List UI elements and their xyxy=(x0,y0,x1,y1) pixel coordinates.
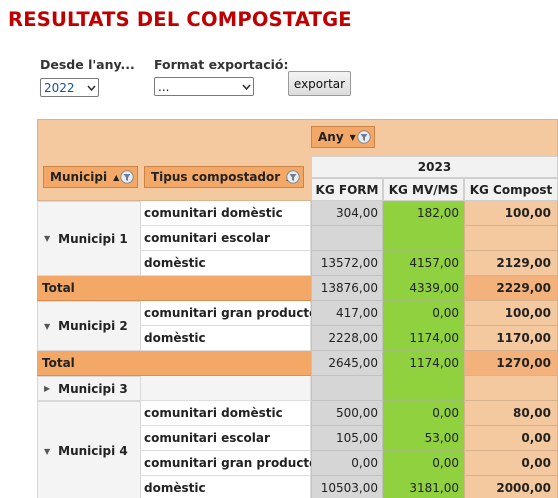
pivot-table: Any ▼ Municipi ▲ Tipus compostador ▲ 202… xyxy=(37,119,558,498)
kg-mv-total: 4339,00 xyxy=(383,276,464,301)
year-select-value: 2022 xyxy=(44,80,75,95)
table-row: domèstic 13572,00 4157,00 2129,00 xyxy=(37,251,558,276)
page-title: RESULTATS DEL COMPOSTATGE xyxy=(8,8,352,31)
kg-compost-cell: 0,00 xyxy=(464,451,558,476)
sort-asc-icon[interactable]: ▲ xyxy=(113,172,120,182)
table-row xyxy=(37,376,558,401)
row-field-municipi[interactable]: Municipi ▲ xyxy=(43,166,138,188)
tipus-cell: domèstic xyxy=(141,326,311,351)
filter-icon[interactable] xyxy=(286,170,300,187)
tipus-cell: domèstic xyxy=(141,476,311,498)
table-row: comunitari gran productor 417,00 0,00 10… xyxy=(37,301,558,326)
kg-compost-cell xyxy=(464,226,558,251)
kg-compost-cell: 100,00 xyxy=(464,201,558,226)
row-field-label: Tipus compostador xyxy=(151,170,281,184)
chevron-down-icon xyxy=(84,84,98,91)
kg-form-cell: 13572,00 xyxy=(311,251,383,276)
kg-mv-cell xyxy=(383,376,464,401)
table-row: domèstic 2228,00 1174,00 1170,00 xyxy=(37,326,558,351)
year-filter-label: Desde l'any... xyxy=(40,57,135,72)
tipus-cell xyxy=(141,376,311,401)
kg-compost-cell: 2000,00 xyxy=(464,476,558,498)
kg-form-cell: 304,00 xyxy=(311,201,383,226)
format-filter-label: Format exportació: xyxy=(154,57,289,72)
kg-mv-cell: 182,00 xyxy=(383,201,464,226)
filter-icon[interactable] xyxy=(357,130,371,147)
filter-icon[interactable] xyxy=(120,170,134,187)
tipus-cell: comunitari domèstic xyxy=(141,401,311,426)
table-row: comunitari escolar xyxy=(37,226,558,251)
kg-form-cell: 10503,00 xyxy=(311,476,383,498)
tipus-cell: comunitari gran productor xyxy=(141,301,323,326)
table-row: comunitari domèstic 304,00 182,00 100,00 xyxy=(37,201,558,226)
tipus-cell: comunitari escolar xyxy=(141,226,311,251)
kg-compost-total: 1270,00 xyxy=(464,351,558,376)
column-header-kg-compost[interactable]: KG Compost xyxy=(464,178,558,201)
kg-mv-cell: 1174,00 xyxy=(383,326,464,351)
kg-compost-cell: 1170,00 xyxy=(464,326,558,351)
group-name: Municipi 1 xyxy=(58,231,128,246)
group-municipi-4[interactable]: ▼ Municipi 4 xyxy=(37,401,141,498)
sort-desc-icon[interactable]: ▼ xyxy=(349,132,356,142)
kg-mv-cell: 0,00 xyxy=(383,301,464,326)
total-label: Total xyxy=(37,351,311,376)
kg-form-total: 13876,00 xyxy=(311,276,383,301)
kg-mv-total: 1174,00 xyxy=(383,351,464,376)
format-select[interactable]: ... xyxy=(154,77,254,96)
kg-form-cell xyxy=(311,376,383,401)
total-label: Total xyxy=(37,276,311,301)
tipus-cell: comunitari escolar xyxy=(141,426,311,451)
kg-form-cell: 105,00 xyxy=(311,426,383,451)
column-field-label: Any xyxy=(318,130,344,144)
kg-compost-cell xyxy=(464,376,558,401)
kg-form-cell: 417,00 xyxy=(311,301,383,326)
kg-form-total: 2645,00 xyxy=(311,351,383,376)
group-name: Municipi 4 xyxy=(58,444,128,458)
kg-form-cell: 0,00 xyxy=(311,451,383,476)
tipus-cell: comunitari gran productor xyxy=(141,451,323,476)
kg-compost-cell: 80,00 xyxy=(464,401,558,426)
tipus-cell: domèstic xyxy=(141,251,311,276)
kg-mv-cell: 4157,00 xyxy=(383,251,464,276)
column-field-any[interactable]: Any ▼ xyxy=(311,126,375,148)
kg-mv-cell: 0,00 xyxy=(383,451,464,476)
tipus-cell: comunitari domèstic xyxy=(141,201,311,226)
kg-form-cell: 2228,00 xyxy=(311,326,383,351)
kg-mv-cell xyxy=(383,226,464,251)
export-button[interactable]: exportar xyxy=(288,71,351,96)
year-column-header: 2023 xyxy=(311,156,558,178)
total-row: Total 2645,00 1174,00 1270,00 xyxy=(37,351,558,376)
table-row: comunitari escolar 105,00 53,00 0,00 xyxy=(37,426,558,451)
group-name: Municipi 2 xyxy=(58,319,128,333)
kg-compost-total: 2229,00 xyxy=(464,276,558,301)
table-row: comunitari gran productor 0,00 0,00 0,00 xyxy=(37,451,558,476)
group-name: Municipi 3 xyxy=(58,381,128,396)
table-row: comunitari domèstic 500,00 0,00 80,00 xyxy=(37,401,558,426)
collapse-triangle-icon[interactable]: ▼ xyxy=(44,234,51,243)
expand-triangle-icon[interactable]: ▶ xyxy=(44,384,51,393)
column-header-kg-form[interactable]: KG FORM xyxy=(311,178,383,201)
table-row: domèstic 10503,00 3181,00 2000,00 xyxy=(37,476,558,498)
row-field-label: Municipi xyxy=(50,170,108,184)
collapse-triangle-icon[interactable]: ▼ xyxy=(44,446,51,456)
kg-compost-cell: 0,00 xyxy=(464,426,558,451)
format-select-value: ... xyxy=(158,79,170,94)
collapse-triangle-icon[interactable]: ▼ xyxy=(44,321,51,331)
column-header-kg-mv-ms[interactable]: KG MV/MS xyxy=(383,178,464,201)
total-row: Total 13876,00 4339,00 2229,00 xyxy=(37,276,558,301)
kg-mv-cell: 53,00 xyxy=(383,426,464,451)
kg-form-cell: 500,00 xyxy=(311,401,383,426)
group-municipi-1[interactable]: ▼ Municipi 1 xyxy=(37,201,141,276)
year-select[interactable]: 2022 xyxy=(40,78,99,97)
chevron-down-icon xyxy=(239,83,253,90)
kg-mv-cell: 3181,00 xyxy=(383,476,464,498)
row-field-tipus[interactable]: Tipus compostador ▲ xyxy=(144,166,304,188)
kg-form-cell xyxy=(311,226,383,251)
group-municipi-2[interactable]: ▼ Municipi 2 xyxy=(37,301,141,351)
kg-mv-cell: 0,00 xyxy=(383,401,464,426)
group-municipi-3[interactable]: ▶ Municipi 3 xyxy=(37,376,141,401)
kg-compost-cell: 2129,00 xyxy=(464,251,558,276)
kg-compost-cell: 100,00 xyxy=(464,301,558,326)
